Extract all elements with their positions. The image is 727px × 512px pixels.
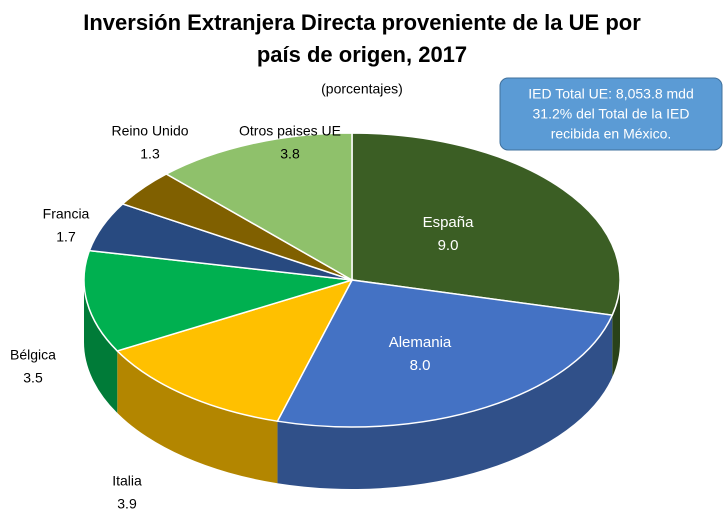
- slice: [164, 132, 353, 282]
- slice: [276, 279, 614, 428]
- annotation-box: [499, 77, 723, 151]
- slice-side: [117, 350, 278, 484]
- data-label: 8.0: [410, 357, 431, 374]
- slice-label: Italia: [112, 473, 142, 489]
- data-label: 1.7: [56, 229, 76, 245]
- slice: [351, 132, 621, 316]
- slice-label: Alemania: [389, 334, 452, 351]
- chart-subtitle: (porcentajes): [321, 81, 403, 97]
- slice-label: Reino Unido: [111, 123, 188, 139]
- data-label: 1.3: [140, 146, 160, 162]
- slice: [115, 278, 354, 423]
- data-label: 9.0: [438, 237, 459, 254]
- slice: [83, 249, 353, 352]
- slice-label: Otros paises UE: [239, 123, 341, 139]
- slice-label: Francia: [43, 206, 90, 222]
- data-label: 3.8: [280, 146, 300, 162]
- slice-side: [612, 280, 620, 378]
- slice-label: España: [423, 214, 475, 231]
- slice-side: [84, 280, 118, 413]
- data-label: 3.5: [23, 370, 43, 386]
- annotation: recibida en México.: [551, 126, 672, 142]
- chart-title: país de origen, 2017: [257, 42, 467, 67]
- chart-title: Inversión Extranjera Directa proveniente…: [83, 10, 641, 35]
- slice-side: [277, 315, 613, 489]
- data-label: 3.9: [117, 496, 137, 512]
- slice-label: Bélgica: [10, 347, 56, 363]
- annotation: 31.2% del Total de la IED: [533, 106, 690, 122]
- annotation: IED Total UE: 8,053.8 mdd: [528, 86, 694, 102]
